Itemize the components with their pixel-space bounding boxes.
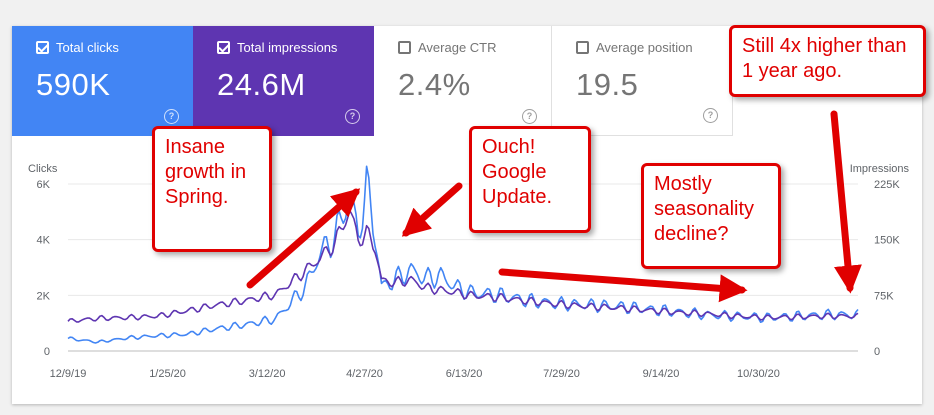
x-tick-label: 12/9/19: [50, 368, 87, 380]
help-icon[interactable]: ?: [522, 109, 537, 124]
metric-label: Total impressions: [237, 40, 338, 55]
y-right-tick-label: 225K: [874, 179, 900, 191]
y-right-tick-label: 75K: [874, 290, 894, 302]
metric-total-impressions[interactable]: Total impressions 24.6M ?: [193, 26, 374, 136]
y-left-tick-label: 0: [44, 346, 50, 358]
y-left-axis-label: Clicks: [28, 163, 58, 175]
metric-label: Average CTR: [418, 40, 497, 55]
annotation-year-over-year: Still 4x higher than 1 year ago.: [729, 25, 926, 97]
metric-average-position[interactable]: Average position 19.5 ?: [552, 26, 733, 136]
y-right-tick-label: 0: [874, 346, 880, 358]
annotation-arrow: [401, 182, 463, 237]
x-tick-label: 10/30/20: [737, 368, 780, 380]
x-tick-label: 4/27/20: [346, 368, 383, 380]
y-left-tick-label: 6K: [37, 179, 51, 191]
annotation-arrow: [498, 268, 748, 303]
x-tick-label: 7/29/20: [543, 368, 580, 380]
y-right-axis-label: Impressions: [850, 163, 910, 175]
checkbox-checked-icon[interactable]: [36, 41, 49, 54]
help-icon[interactable]: ?: [703, 108, 718, 123]
annotation-google-update: Ouch! Google Update.: [469, 126, 591, 233]
metric-label: Average position: [596, 40, 693, 55]
metric-total-clicks[interactable]: Total clicks 590K ?: [12, 26, 193, 136]
checkbox-unchecked-icon[interactable]: [576, 41, 589, 54]
metric-value: 24.6M: [217, 67, 306, 102]
y-left-tick-label: 4K: [37, 235, 51, 247]
y-right-tick-label: 150K: [874, 235, 900, 247]
metric-average-ctr[interactable]: Average CTR 2.4% ?: [374, 26, 552, 136]
x-tick-label: 6/13/20: [446, 368, 483, 380]
checkbox-checked-icon[interactable]: [217, 41, 230, 54]
annotation-arrow: [830, 110, 862, 294]
metric-label: Total clicks: [56, 40, 119, 55]
help-icon[interactable]: ?: [345, 109, 360, 124]
series-line-impressions: [67, 209, 859, 323]
help-icon[interactable]: ?: [164, 109, 179, 124]
annotation-seasonality: Mostly seasonality decline?: [641, 163, 781, 269]
metric-value: 19.5: [576, 67, 639, 102]
annotation-arrow: [246, 188, 361, 289]
checkbox-unchecked-icon[interactable]: [398, 41, 411, 54]
x-tick-label: 3/12/20: [249, 368, 286, 380]
metric-value: 2.4%: [398, 67, 471, 102]
annotation-spring: Insane growth in Spring.: [152, 126, 272, 252]
x-tick-label: 9/14/20: [643, 368, 680, 380]
metric-value: 590K: [36, 67, 111, 102]
y-left-tick-label: 2K: [37, 290, 51, 302]
x-tick-label: 1/25/20: [149, 368, 186, 380]
